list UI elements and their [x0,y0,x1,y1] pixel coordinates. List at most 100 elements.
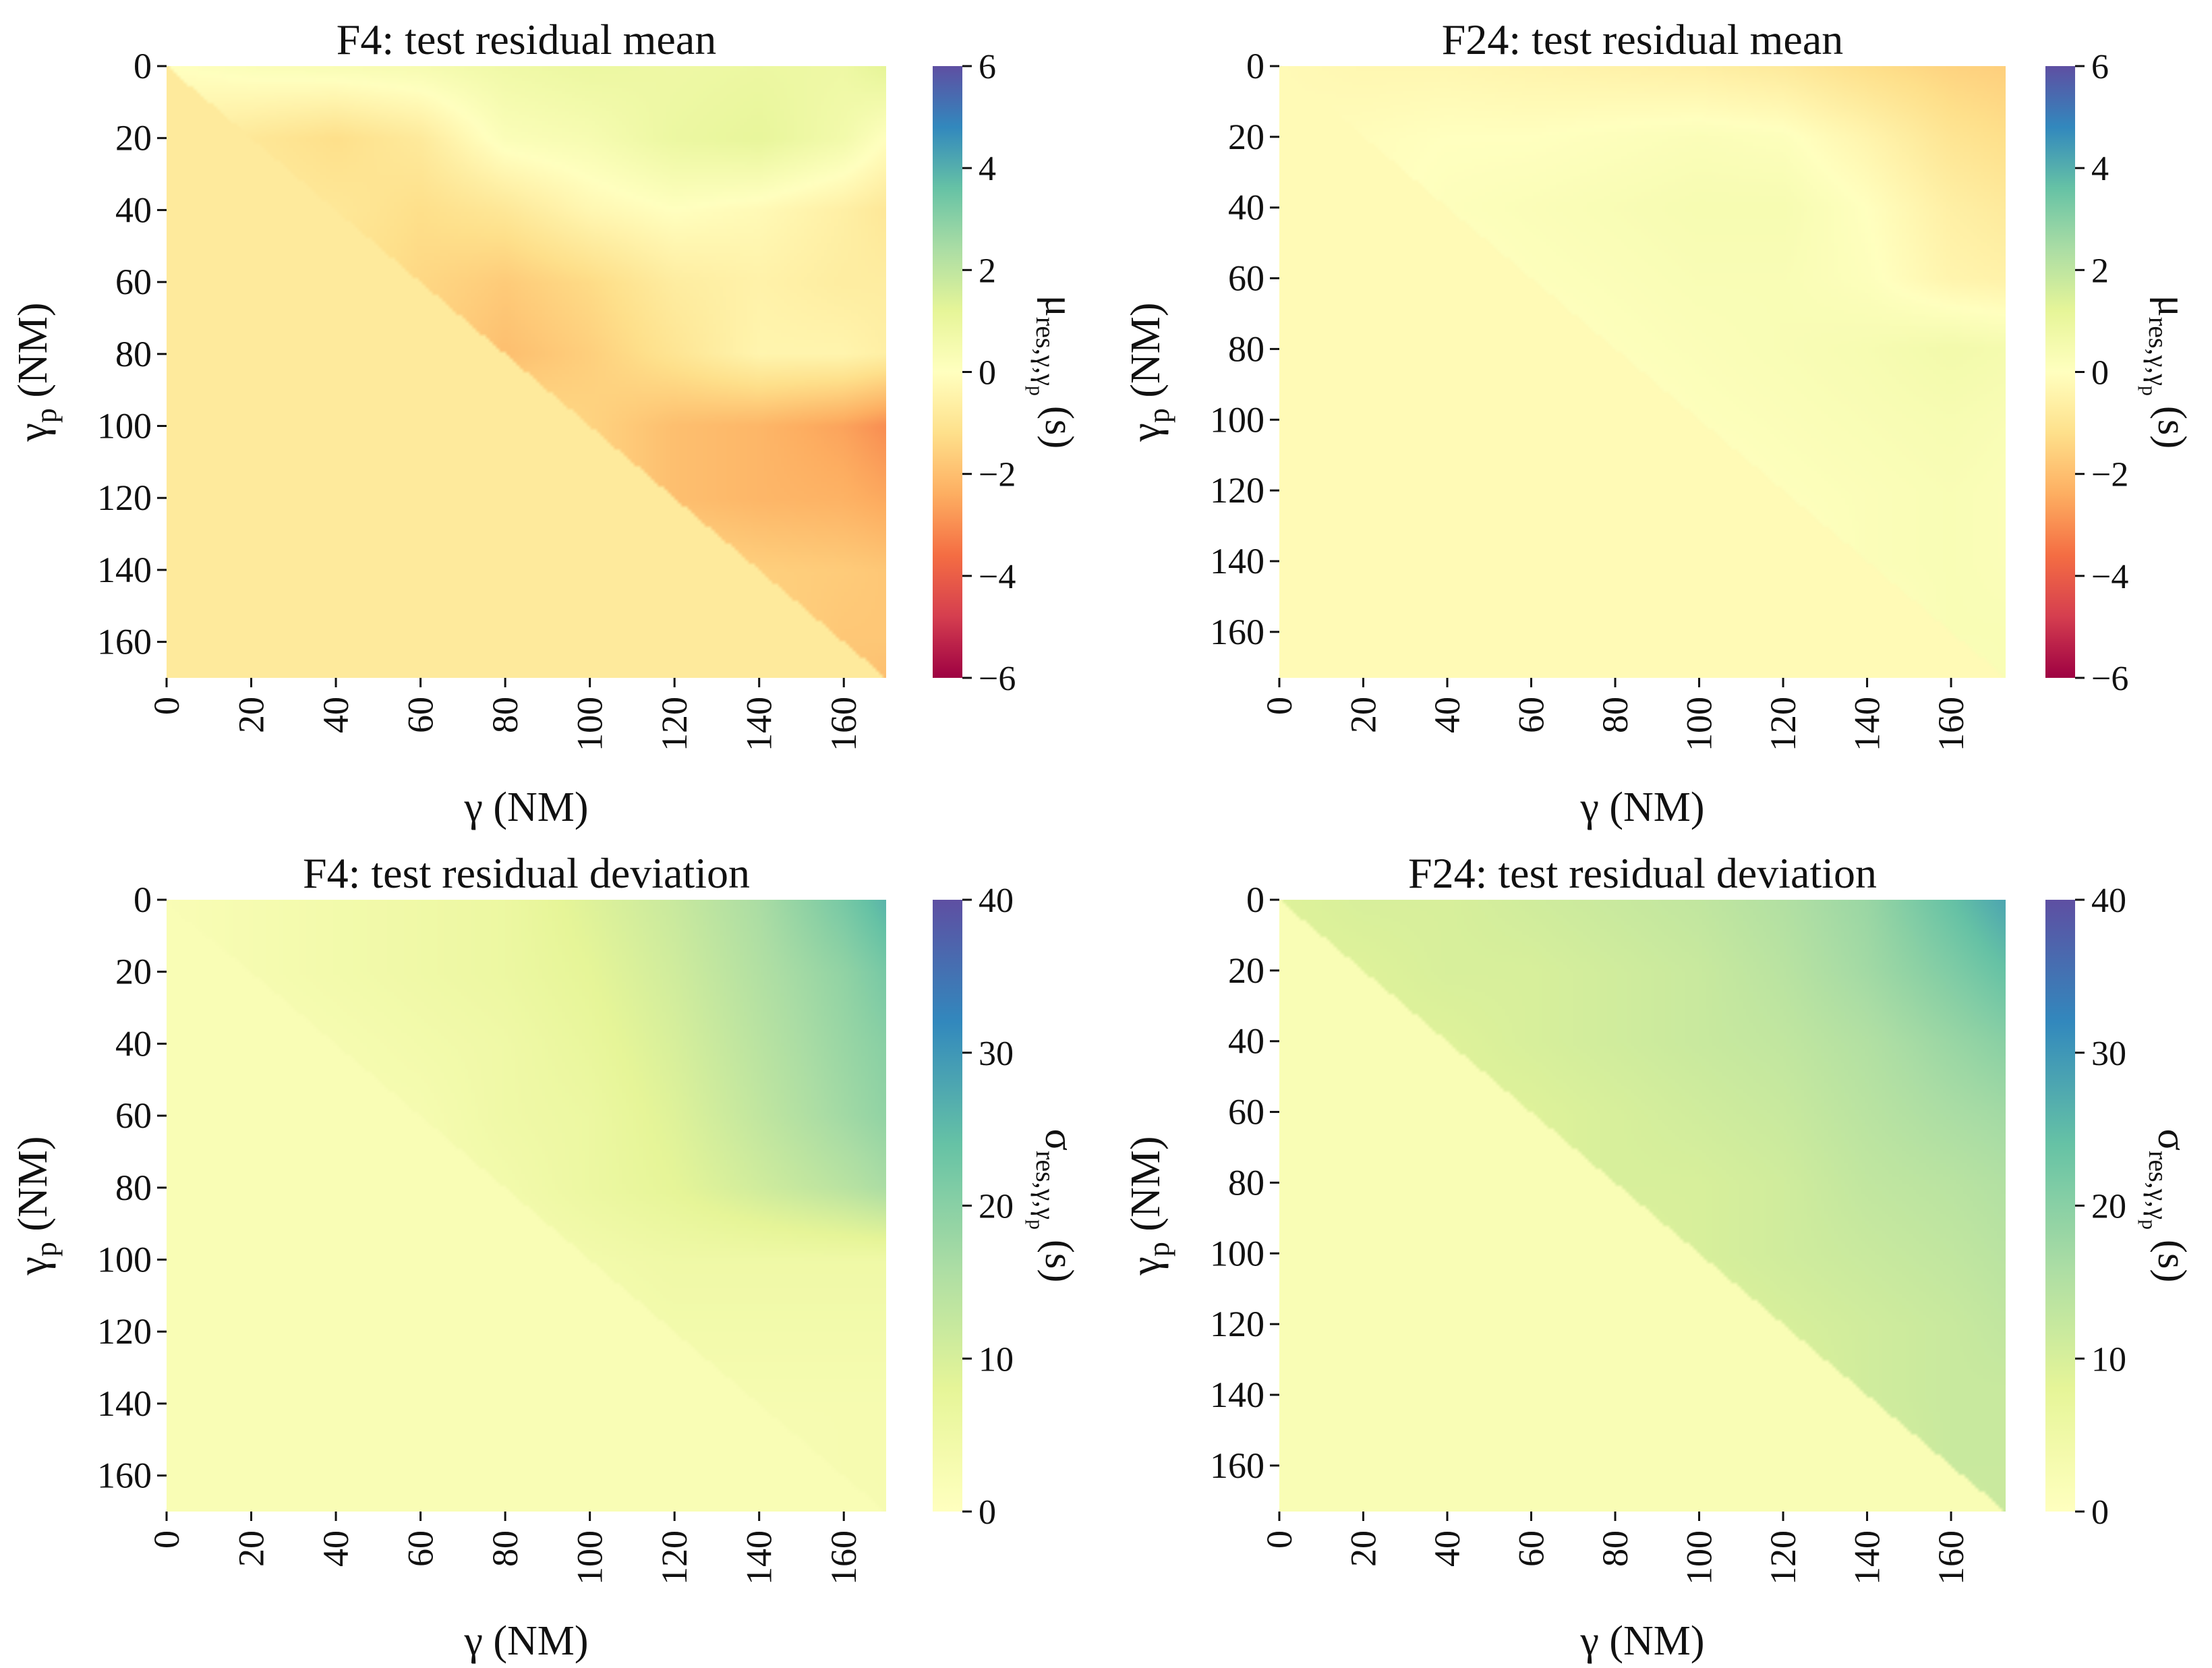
y-tick-label: 80 [1228,328,1264,369]
y-tick-label: 80 [115,334,152,374]
y-tick-label: 60 [1228,1092,1264,1132]
y-tick-label: 100 [1210,399,1264,440]
colorbar-tick-label: 10 [979,1340,1014,1379]
x-tick-label: 0 [146,697,187,715]
y-tick-label: 0 [134,880,152,920]
colorbar-tick-label: 0 [2091,354,2109,393]
x-tick-label: 40 [316,697,356,733]
y-tick-label: 80 [115,1168,152,1208]
x-tick-label: 0 [1259,1530,1300,1549]
x-tick-label: 160 [1931,1530,1971,1585]
y-tick-label: 120 [1210,1304,1264,1344]
colorbar-tick-label: 2 [2091,252,2109,290]
x-tick-label: 40 [1427,1530,1467,1567]
colorbar-tick-label: 30 [2091,1035,2126,1073]
y-tick-label: 20 [115,952,152,992]
x-tick-label: 40 [316,1530,356,1567]
colorbar [933,66,962,678]
y-tick-label: 140 [1210,541,1264,581]
colorbar-tick-label: −4 [2091,558,2128,596]
colorbar [933,900,962,1512]
y-tick-label: 0 [1246,880,1264,920]
y-tick-label: 100 [97,406,152,447]
x-tick-label: 160 [1931,697,1971,751]
y-tick-label: 100 [97,1240,152,1280]
colorbar-tick-label: 2 [979,252,996,290]
y-axis-label: γp (NM) [10,302,63,442]
heatmap-image [1279,66,2006,678]
y-tick-label: 140 [97,550,152,590]
chart-title: F4: test residual mean [337,16,716,63]
x-tick-label: 120 [654,697,695,751]
colorbar-tick-label: −6 [979,660,1016,698]
y-tick-label: 20 [115,118,152,159]
x-tick-label: 160 [823,1530,864,1585]
y-tick-label: 20 [1228,950,1264,991]
colorbar-tick-label: −6 [2091,660,2128,698]
y-tick-label: 80 [1228,1162,1264,1203]
y-tick-label: 100 [1210,1233,1264,1273]
y-tick-label: 60 [115,1095,152,1136]
y-tick-label: 140 [97,1383,152,1424]
x-axis-label: γ (NM) [463,1618,588,1664]
x-tick-label: 60 [401,1530,441,1567]
colorbar [2045,66,2075,678]
heatmap-image [167,66,886,678]
colorbar [2045,900,2075,1512]
colorbar-tick-label: 6 [979,48,996,86]
y-tick-label: 0 [134,46,152,86]
y-tick-label: 60 [1228,258,1264,299]
y-tick-label: 40 [1228,188,1264,228]
x-tick-label: 0 [1259,697,1300,715]
x-tick-label: 20 [231,1530,272,1567]
x-axis-label: γ (NM) [1579,784,1704,830]
colorbar-tick-label: 4 [979,150,996,188]
x-tick-label: 80 [1595,1530,1635,1567]
x-tick-label: 120 [1763,1530,1803,1585]
colorbar-label: σres,γ,γp (s) [2138,1129,2194,1283]
x-tick-label: 120 [1763,697,1803,751]
y-tick-label: 40 [115,190,152,230]
colorbar-label: μres,γ,γp (s) [1025,295,1082,449]
colorbar-tick-label: −4 [979,558,1016,596]
y-axis-label: γp (NM) [1123,1136,1175,1275]
y-tick-label: 20 [1228,117,1264,157]
panel-f4-deviation: F4: test residual deviation 0 20 40 60 80 100 1… [10,849,1082,1664]
colorbar-tick-label: 10 [2091,1340,2126,1379]
x-tick-label: 100 [570,1530,610,1585]
x-tick-label: 140 [739,1530,780,1585]
colorbar-tick-label: 6 [2091,48,2109,86]
y-tick-label: 40 [1228,1021,1264,1062]
colorbar-tick-label: 20 [979,1188,1014,1226]
y-axis-label: γp (NM) [1123,302,1175,442]
y-tick-label: 120 [97,1311,152,1352]
colorbar-tick-label: −2 [2091,456,2128,494]
y-tick-label: 160 [97,622,152,662]
chart-title: F4: test residual deviation [303,849,750,897]
y-tick-label: 120 [1210,470,1264,511]
x-tick-label: 120 [654,1530,695,1585]
colorbar-tick-label: 0 [979,354,996,393]
x-tick-label: 100 [570,697,610,751]
y-tick-label: 60 [115,262,152,302]
x-axis-label: γ (NM) [463,784,588,830]
x-tick-label: 100 [1679,1530,1720,1585]
x-tick-label: 60 [1511,697,1552,733]
x-tick-label: 100 [1679,697,1720,751]
x-tick-label: 160 [823,697,864,751]
colorbar-tick-label: 20 [2091,1188,2126,1226]
x-tick-label: 60 [1511,1530,1552,1567]
y-tick-label: 160 [97,1456,152,1496]
colorbar-label: μres,γ,γp (s) [2138,295,2194,449]
x-tick-label: 40 [1427,697,1467,733]
x-tick-label: 80 [1595,697,1635,733]
y-tick-label: 160 [1210,1445,1264,1486]
x-tick-label: 20 [1343,697,1384,733]
chart-title: F24: test residual deviation [1408,849,1877,897]
colorbar-tick-label: 40 [979,882,1014,920]
x-tick-label: 20 [231,697,272,733]
